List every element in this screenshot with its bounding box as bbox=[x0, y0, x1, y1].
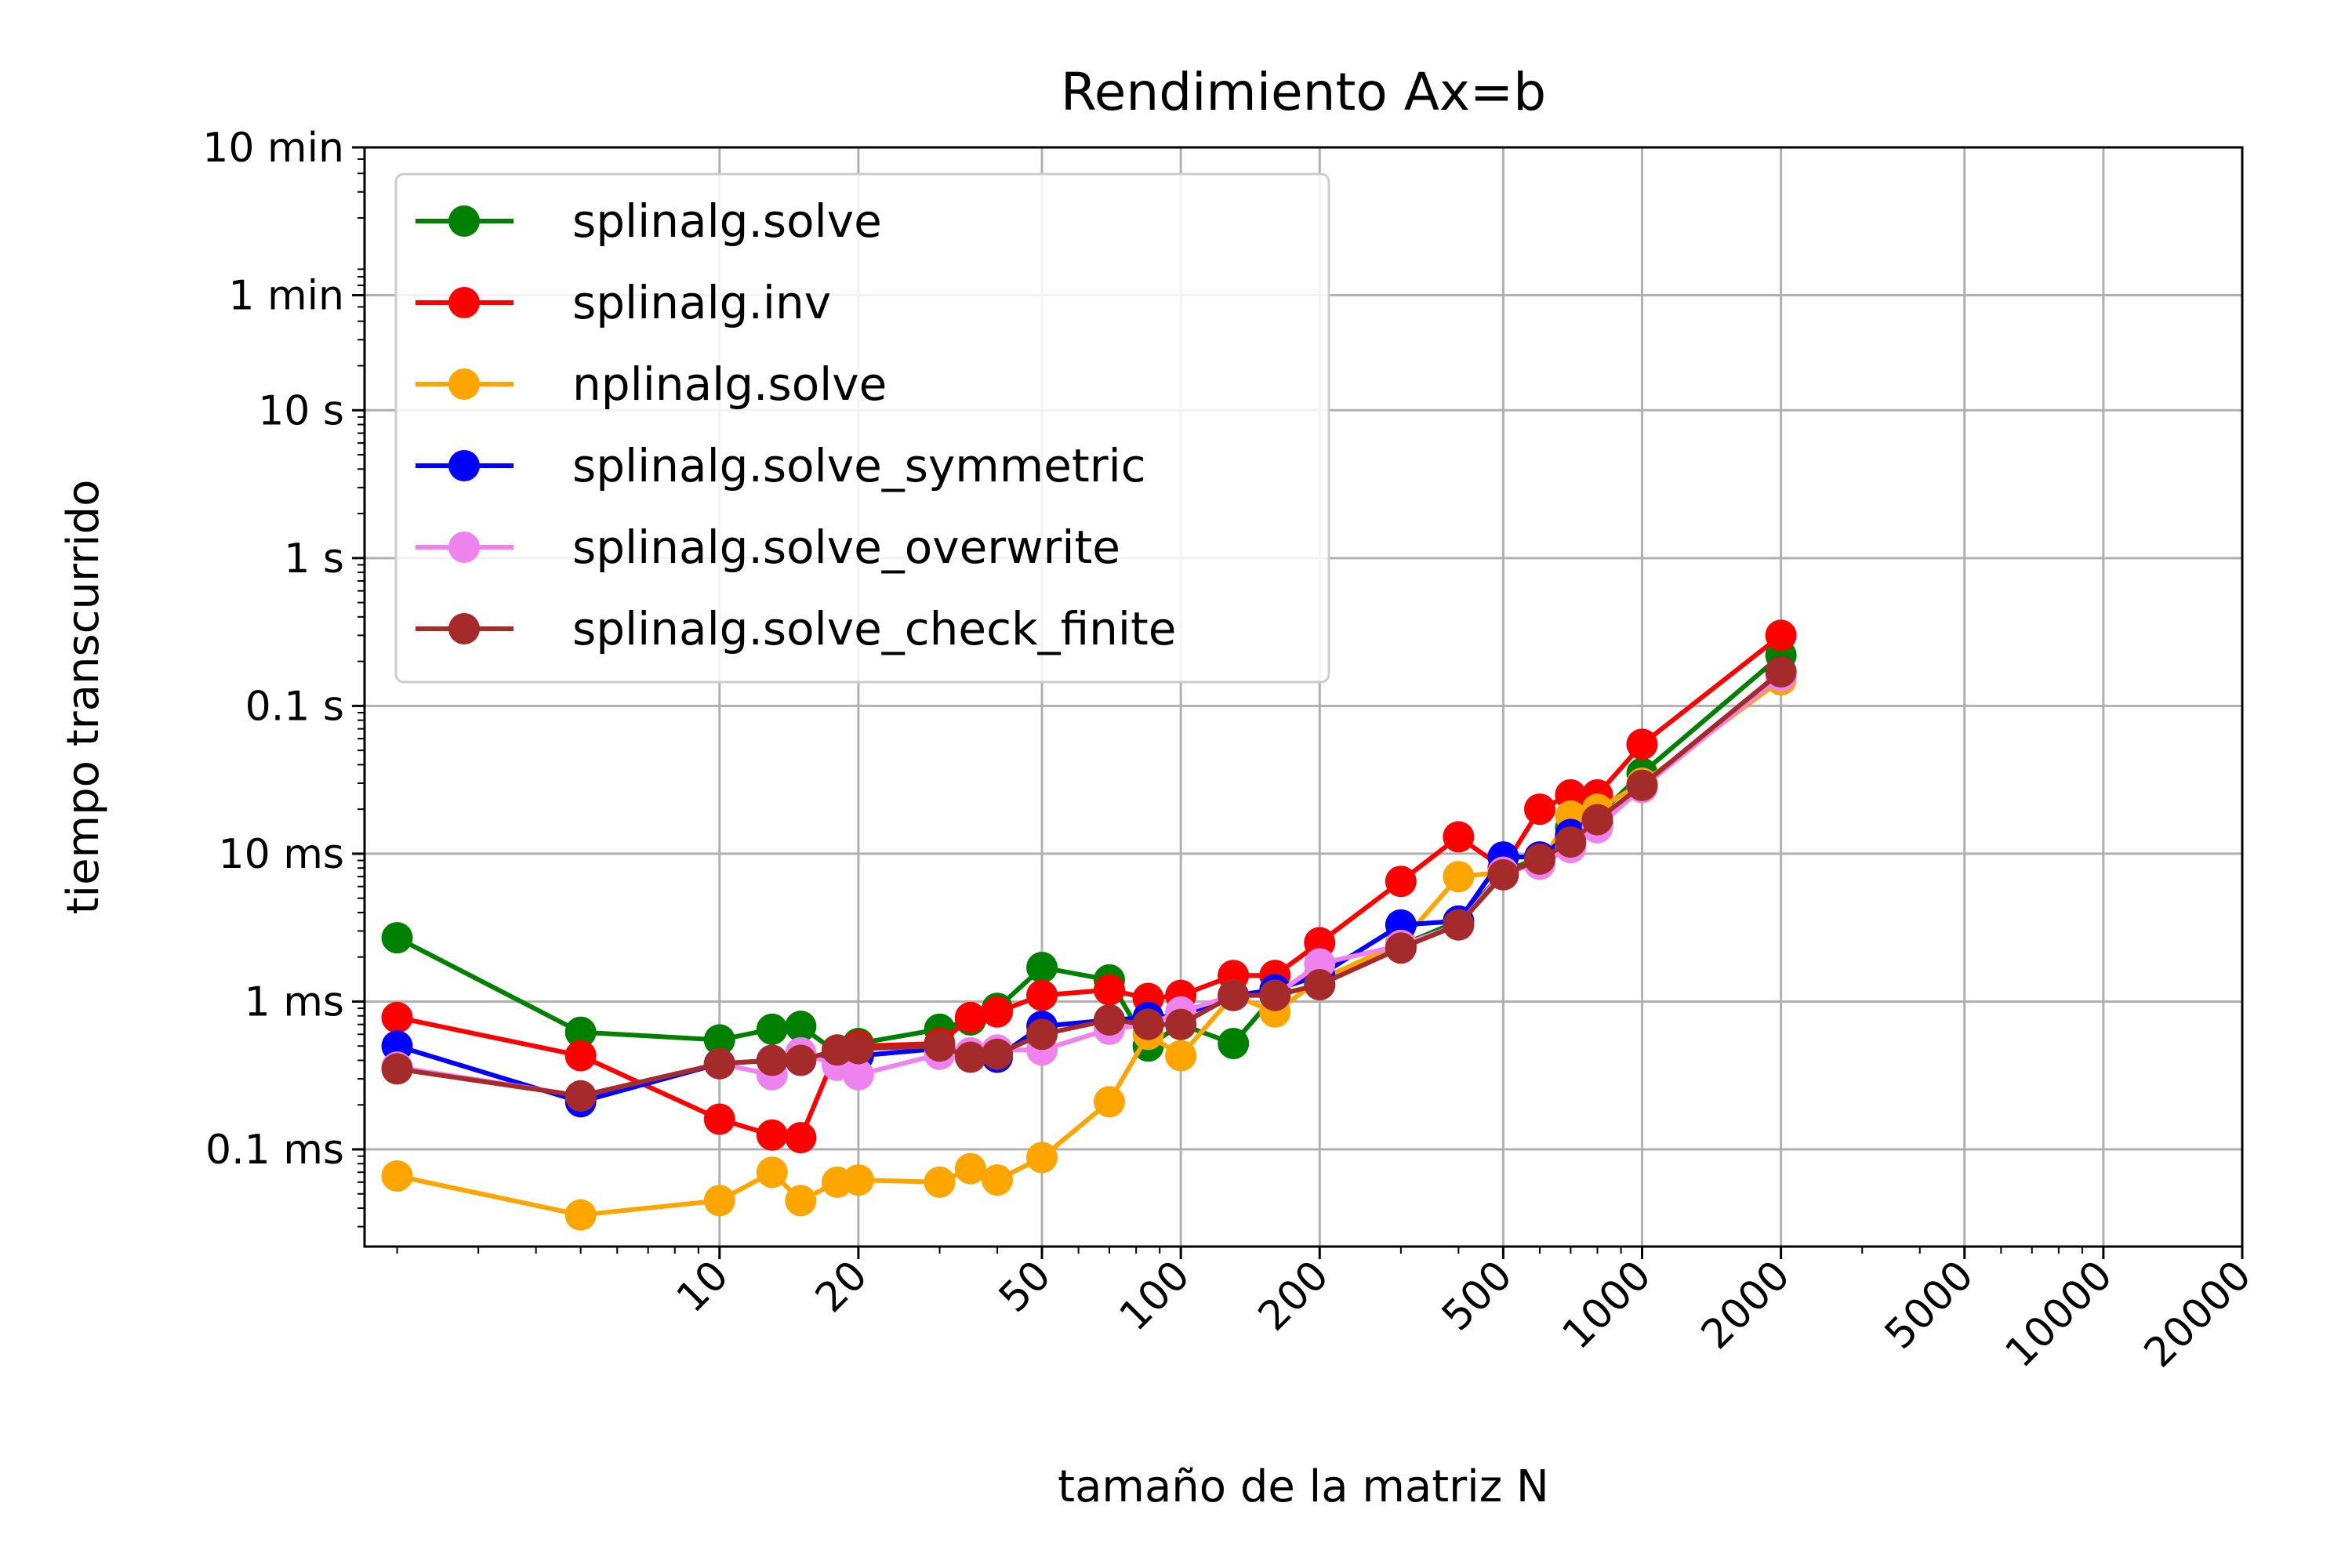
legend-label: splinalg.solve bbox=[572, 194, 882, 248]
data-point bbox=[1765, 619, 1797, 652]
data-point bbox=[381, 922, 413, 954]
legend-marker bbox=[448, 205, 480, 237]
data-point bbox=[982, 1164, 1014, 1196]
data-point bbox=[842, 1058, 874, 1091]
data-point bbox=[1094, 1004, 1126, 1036]
y-axis: 0.1 ms 1 ms 10 ms 0.1 s 1 s 10 s 1 min 10 min bbox=[202, 125, 365, 1228]
y-tick-label: 10 ms bbox=[219, 831, 344, 878]
y-tick-label: 0.1 s bbox=[245, 683, 344, 730]
data-point bbox=[703, 1024, 735, 1056]
data-point bbox=[381, 1160, 413, 1192]
data-point bbox=[1165, 1008, 1197, 1040]
legend-item: splinalg.inv bbox=[416, 276, 831, 329]
data-point bbox=[842, 1164, 874, 1196]
legend-item: splinalg.solve_check_finite bbox=[416, 602, 1176, 655]
legend-item: nplinalg.solve bbox=[416, 358, 887, 411]
legend-marker bbox=[448, 450, 480, 481]
y-tick-label: 10 s bbox=[258, 387, 344, 434]
data-point bbox=[564, 1199, 597, 1231]
legend-marker bbox=[448, 287, 480, 318]
data-point bbox=[703, 1185, 735, 1217]
legend-label: nplinalg.solve bbox=[572, 358, 887, 411]
data-point bbox=[842, 1033, 874, 1065]
data-point bbox=[924, 1030, 956, 1062]
data-point bbox=[1385, 932, 1417, 964]
data-point bbox=[785, 1185, 817, 1217]
legend-marker bbox=[448, 613, 480, 644]
data-point bbox=[756, 1119, 788, 1151]
plot-frame bbox=[363, 146, 2244, 1248]
data-point bbox=[924, 1166, 956, 1198]
data-point bbox=[564, 1016, 597, 1048]
data-point bbox=[1218, 1028, 1250, 1060]
legend-label: splinalg.solve_check_finite bbox=[572, 602, 1176, 655]
data-point bbox=[1626, 728, 1658, 760]
data-point bbox=[1443, 861, 1475, 893]
legend-label: splinalg.solve_overwrite bbox=[572, 521, 1120, 574]
data-point bbox=[1523, 843, 1555, 875]
legend-marker bbox=[448, 368, 480, 400]
data-point bbox=[1026, 1018, 1058, 1051]
data-point bbox=[785, 1044, 817, 1076]
y-tick-label: 1 min bbox=[228, 273, 344, 320]
data-point bbox=[1523, 793, 1555, 826]
data-point bbox=[1443, 909, 1475, 941]
data-point bbox=[381, 1001, 413, 1033]
data-point bbox=[1132, 1008, 1164, 1040]
series-5 bbox=[381, 655, 1797, 1112]
data-point bbox=[1026, 979, 1058, 1011]
legend-item: splinalg.solve bbox=[416, 194, 882, 248]
legend-item: splinalg.solve_symmetric bbox=[416, 439, 1146, 492]
data-point bbox=[1094, 1086, 1126, 1118]
data-point bbox=[756, 1044, 788, 1076]
data-point bbox=[785, 1122, 817, 1154]
data-point bbox=[756, 1156, 788, 1189]
legend-box bbox=[394, 172, 1330, 684]
data-point bbox=[703, 1047, 735, 1080]
x-axis-title: tamaño de la matriz N bbox=[1058, 1461, 1549, 1512]
legend-marker bbox=[448, 532, 480, 563]
series-layer bbox=[381, 619, 1797, 1231]
y-axis-title: tiempo transcurrido bbox=[58, 480, 109, 915]
legend-label: splinalg.inv bbox=[572, 276, 831, 329]
data-point bbox=[1218, 979, 1250, 1011]
data-point bbox=[1026, 1142, 1058, 1174]
y-tick-label: 0.1 ms bbox=[205, 1127, 344, 1174]
data-point bbox=[564, 1040, 597, 1072]
data-point bbox=[381, 1053, 413, 1085]
data-point bbox=[954, 1001, 986, 1033]
data-point bbox=[785, 1011, 817, 1043]
y-tick-label: 10 min bbox=[202, 125, 344, 172]
data-point bbox=[703, 1103, 735, 1135]
y-tick-label: 1 ms bbox=[245, 978, 344, 1025]
data-point bbox=[1626, 769, 1658, 801]
data-point bbox=[1026, 952, 1058, 984]
data-point bbox=[1304, 968, 1336, 1000]
data-point bbox=[564, 1080, 597, 1112]
legend-item: splinalg.solve_overwrite bbox=[416, 521, 1120, 574]
data-point bbox=[1555, 826, 1587, 858]
data-point bbox=[1094, 974, 1126, 1006]
data-point bbox=[982, 996, 1014, 1028]
legend: splinalg.solve splinalg.inv nplinalg.solve… bbox=[394, 172, 1330, 684]
data-point bbox=[954, 1152, 986, 1185]
data-point bbox=[954, 1041, 986, 1073]
data-point bbox=[1765, 655, 1797, 688]
data-point bbox=[1487, 858, 1519, 891]
y-tick-label: 1 s bbox=[284, 535, 344, 583]
legend-label: splinalg.solve_symmetric bbox=[572, 439, 1146, 492]
data-point bbox=[1259, 979, 1291, 1011]
data-point bbox=[982, 1038, 1014, 1070]
data-point bbox=[1581, 804, 1613, 836]
data-point bbox=[756, 1013, 788, 1045]
data-point bbox=[1385, 866, 1417, 898]
data-point bbox=[1165, 1040, 1197, 1072]
chart-title: Rendimiento Ax=b bbox=[1061, 62, 1546, 122]
data-point bbox=[1443, 821, 1475, 853]
